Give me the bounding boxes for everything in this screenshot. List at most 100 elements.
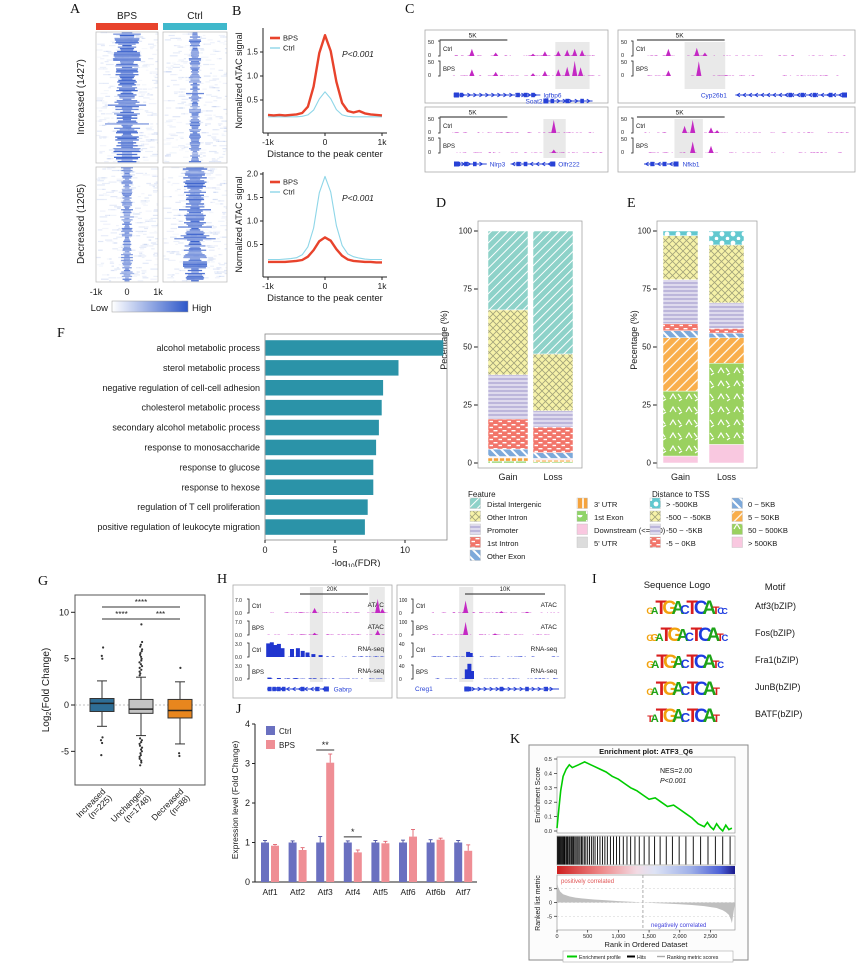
svg-text:A: A [702, 598, 716, 619]
go-bar [265, 399, 382, 416]
ylabel: Expression level (Fold Change) [230, 741, 240, 860]
rank-ylabel: Ranked list metric [535, 875, 542, 931]
svg-text:T: T [656, 706, 668, 727]
box [167, 698, 193, 719]
panel-j-label: J [236, 702, 242, 717]
scale-label: 5K [676, 110, 685, 117]
gene-label-atf1: Atf1 [262, 887, 277, 897]
track-sample-label: Ctrl [636, 47, 645, 53]
profile-ctrl [268, 175, 382, 261]
svg-text:4: 4 [245, 719, 250, 729]
panel-h-genome-tracks: 20K 7.0 0.0 Ctrl ATAC 7.0 0.0 BPS ATAC 3.0 0.0 Ctrl… [232, 584, 566, 699]
svg-text:1k: 1k [378, 137, 388, 147]
legend-item-label: Other Intron [487, 513, 528, 522]
scale-low-label: Low [91, 303, 109, 314]
segment-0-5kb [708, 332, 745, 338]
segment--500kb [708, 444, 745, 464]
svg-text:0: 0 [262, 545, 267, 555]
bar [381, 843, 390, 882]
legend-item-label: 1st Exon [594, 513, 624, 522]
category-label: Gain [671, 472, 690, 482]
svg-text:5: 5 [332, 545, 337, 555]
enrichment-curve [556, 761, 733, 833]
svg-text:0: 0 [323, 281, 328, 291]
segment--5-0kb [662, 323, 699, 332]
track-assay-label: RNA-seq [358, 668, 385, 675]
scale-label: 10K [500, 587, 511, 593]
go-term-label: alcohol metabolic process [156, 343, 260, 353]
positively-correlated-label: positively correlated [561, 879, 614, 885]
segment--500kb [662, 455, 699, 464]
svg-text:T: T [655, 598, 667, 619]
svg-text:0.0: 0.0 [235, 677, 242, 683]
motif-name: BATF(bZIP) [755, 709, 802, 719]
svg-text:G: G [646, 633, 653, 644]
svg-text:0.0: 0.0 [544, 829, 552, 835]
panel-g-label: G [38, 574, 49, 589]
svg-text:2.0: 2.0 [247, 170, 259, 179]
bar [409, 836, 417, 882]
svg-text:0: 0 [647, 459, 652, 468]
svg-text:75: 75 [463, 285, 472, 294]
svg-text:1,000: 1,000 [611, 934, 625, 940]
go-bar [265, 499, 368, 515]
segment-other-intron [532, 353, 574, 412]
panel-c-label: C [405, 2, 415, 17]
segment-50-500kb [708, 362, 745, 445]
svg-text:5: 5 [549, 887, 552, 893]
track-sample-label: Ctrl [252, 604, 261, 610]
svg-text:C: C [721, 633, 728, 644]
gene-label-creg1: Creg1 [415, 686, 433, 693]
significance-label: **** [115, 610, 127, 619]
svg-text:1.0: 1.0 [247, 72, 259, 81]
svg-text:100: 100 [459, 227, 473, 236]
legend-bps: BPS [279, 741, 295, 750]
svg-text:50: 50 [621, 60, 627, 66]
bar [343, 842, 352, 882]
group-increased-label: Increased (1427) [76, 59, 87, 135]
pvalue-label: P<0.001 [342, 49, 374, 59]
svg-text:0: 0 [428, 73, 431, 79]
track-sample-label: BPS [443, 144, 455, 150]
legend-item-label: -50 ~ -5KB [666, 526, 703, 535]
svg-text:T: T [687, 679, 699, 700]
panel-b-label: B [232, 4, 242, 19]
svg-text:C: C [685, 630, 694, 644]
go-bar [265, 439, 377, 456]
panel-j-qpcr-bar-chart: 0 1 2 3 4 Expression level (Fold Change) Atf1 A… [230, 719, 477, 897]
gene-label-soat2: Soat2 [526, 98, 543, 105]
svg-text:T: T [713, 605, 720, 617]
svg-text:C: C [694, 652, 708, 673]
category-label: Gain [498, 472, 517, 482]
rank-colorbar [557, 866, 735, 874]
scale-label: 5K [469, 110, 478, 117]
svg-text:A: A [651, 659, 659, 671]
go-term-label: response to hexose [181, 482, 260, 492]
svg-text:50: 50 [428, 137, 434, 143]
svg-text:50: 50 [621, 117, 627, 123]
segment-promoter [532, 410, 574, 428]
svg-text:0.1: 0.1 [544, 815, 552, 821]
scale-high-label: High [192, 303, 212, 314]
svg-text:0.2: 0.2 [544, 800, 552, 806]
gene-label-atf4: Atf4 [345, 887, 360, 897]
svg-text:7.0: 7.0 [235, 620, 242, 626]
svg-text:0.5: 0.5 [247, 240, 259, 249]
svg-text:T: T [686, 652, 698, 673]
svg-text:1.5: 1.5 [247, 48, 259, 57]
svg-text:3.0: 3.0 [235, 642, 242, 648]
svg-text:T: T [656, 679, 668, 700]
svg-text:T: T [691, 625, 703, 646]
svg-text:C: C [681, 710, 691, 725]
svg-text:0: 0 [323, 137, 328, 147]
svg-text:0.0: 0.0 [235, 655, 242, 661]
svg-text:T: T [656, 652, 668, 673]
svg-text:A: A [707, 625, 721, 646]
segment-other-intron [487, 309, 529, 376]
segment--50-5kb [662, 279, 699, 325]
